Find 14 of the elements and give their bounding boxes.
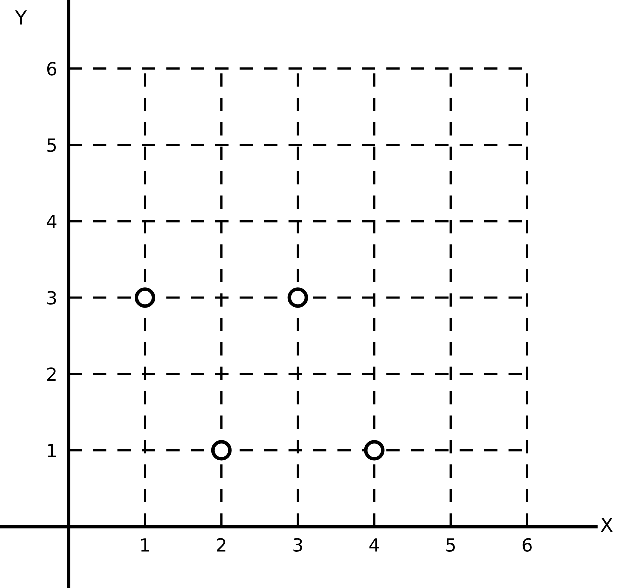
x-tick-label: 6 (522, 538, 532, 552)
y-tick-label: 1 (48, 444, 56, 458)
y-tick-label: 5 (48, 138, 56, 152)
x-tick-label: 4 (370, 538, 380, 552)
y-tick-label: 6 (47, 62, 57, 76)
y-tick-label: 3 (48, 291, 56, 305)
x-tick-label: 2 (217, 538, 226, 552)
x-tick-label: 1 (141, 538, 150, 552)
y-axis-title: Y (15, 10, 28, 25)
x-tick-label: 3 (294, 538, 302, 552)
y-tick-label: 2 (48, 368, 56, 382)
x-tick-label: 5 (446, 538, 456, 552)
y-tick-label: 4 (47, 215, 57, 228)
x-axis-title: X (600, 518, 614, 532)
